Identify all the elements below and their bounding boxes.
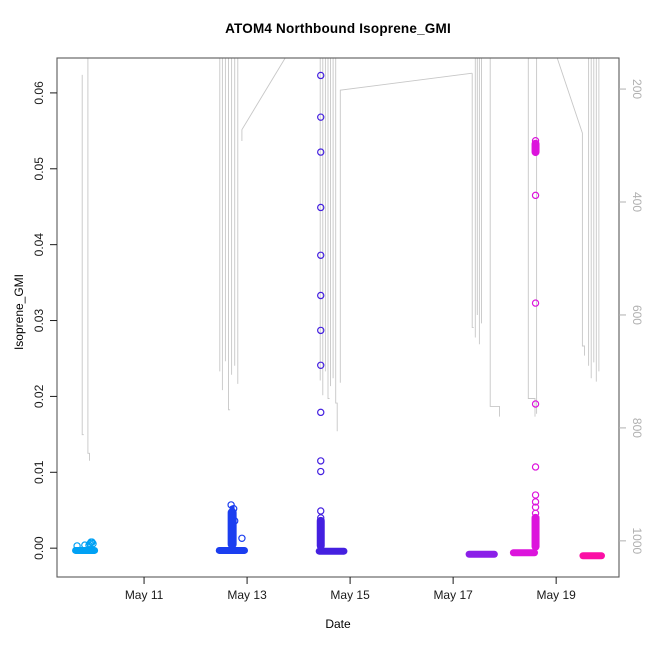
x-tick-label: May 17 [433, 588, 473, 602]
profile-line [327, 58, 330, 399]
profile-line [339, 72, 473, 383]
profile-line [87, 58, 90, 461]
data-point [88, 538, 96, 546]
y-left-tick-label: 0.05 [32, 157, 46, 181]
data-point [317, 361, 325, 370]
data-point [317, 291, 325, 300]
plot-box [56, 57, 620, 578]
data-point [317, 457, 325, 465]
profile-line [228, 58, 231, 411]
x-tick-label: May 19 [536, 588, 576, 602]
profile-line [471, 73, 474, 328]
y-left-tick-label: 0.04 [32, 233, 46, 257]
x-axis-title: Date [325, 617, 351, 631]
data-point [531, 400, 540, 408]
data-point [238, 534, 246, 543]
y-right-tick-label: 800 [630, 418, 644, 438]
profile-line [489, 58, 500, 417]
data-point [317, 514, 325, 522]
y-left-tick-label: 0.01 [32, 460, 46, 484]
data-point [317, 251, 325, 259]
profile-line [241, 58, 286, 141]
profile-line [335, 58, 338, 432]
data-point [531, 498, 540, 506]
data-point [73, 542, 81, 550]
data-point [317, 467, 325, 476]
data-point [531, 463, 540, 471]
profile-line [527, 58, 536, 417]
data-point [86, 539, 94, 548]
chart-title: ATOM4 Northbound Isoprene_GMI [225, 21, 451, 36]
data-point [317, 521, 325, 530]
y-left-tick-label: 0.03 [32, 309, 46, 333]
x-tick-label: May 11 [125, 588, 164, 602]
y-right-tick-label: 400 [630, 192, 644, 212]
data-point [317, 148, 325, 156]
data-point [317, 71, 325, 80]
data-point [531, 191, 540, 200]
data-point [317, 507, 325, 515]
data-point [81, 541, 89, 549]
data-point [317, 528, 325, 536]
data-point [531, 137, 540, 145]
data-point [531, 299, 540, 307]
data-point [317, 535, 325, 543]
data-point [89, 539, 97, 548]
y-left-tick-label: 0.02 [32, 384, 46, 408]
y-left-tick-label: 0.00 [32, 536, 46, 560]
y-left-tick-label: 0.06 [32, 81, 46, 105]
data-point [531, 491, 540, 499]
y-right-tick-label: 600 [630, 305, 644, 325]
x-tick-label: May 13 [227, 588, 267, 602]
profile-line [556, 58, 585, 356]
x-tick-label: May 15 [330, 588, 370, 602]
y-right-tick-label: 200 [630, 79, 644, 99]
data-point [317, 203, 325, 212]
profile-line [81, 74, 84, 436]
data-point [317, 326, 325, 335]
data-point [317, 113, 325, 121]
data-point [229, 505, 238, 513]
y-right-tick-label: 1000 [630, 528, 644, 555]
data-point [317, 408, 325, 417]
data-point [531, 509, 540, 517]
data-point [231, 517, 239, 525]
